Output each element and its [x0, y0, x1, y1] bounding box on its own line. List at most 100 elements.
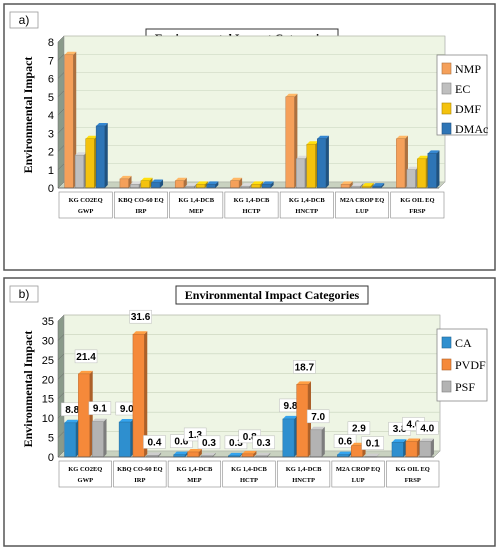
bar-top — [365, 453, 380, 457]
gridline-diag — [57, 373, 65, 380]
bar-side — [270, 181, 274, 188]
bar-nmp-hnctp — [285, 93, 298, 189]
bar-top — [185, 183, 198, 187]
data-label-box — [416, 421, 439, 435]
bar-front — [427, 153, 437, 189]
y-tick-label: 7 — [48, 55, 54, 67]
bar-side — [267, 452, 271, 457]
bar-dmac-lup — [372, 183, 385, 189]
data-label: 3.8 — [393, 424, 407, 435]
category-name-label: HNCTP — [295, 208, 318, 215]
gridline-diag — [57, 54, 65, 61]
bar-top — [372, 183, 385, 187]
gridline-diag — [57, 314, 65, 322]
bar-front — [195, 184, 206, 189]
plot-side-wall — [57, 314, 65, 458]
category-label-box — [386, 460, 440, 488]
bar-top — [119, 419, 134, 423]
bar-front — [64, 422, 77, 458]
bar-top — [119, 175, 132, 179]
legend-swatch — [441, 336, 452, 349]
y-tick-label: 15 — [42, 394, 54, 406]
data-label: 0.1 — [366, 439, 380, 450]
bar-side — [103, 418, 107, 457]
category-unit-label: KG CO2EQ — [68, 466, 102, 473]
y-tick-label: 1 — [48, 165, 54, 177]
panel-label: a) — [19, 13, 30, 27]
data-label: 0.6 — [338, 437, 352, 448]
category-name-label: LUP — [352, 477, 365, 484]
data-label: 9.8 — [284, 401, 298, 412]
bar-front — [78, 373, 90, 458]
bar-ca-irp — [118, 419, 134, 458]
bar-top — [337, 451, 352, 455]
category-unit-label: KG 1,4-DCB — [234, 197, 270, 204]
bar-front — [64, 54, 74, 189]
bar-top — [282, 415, 298, 419]
panel-label-box — [9, 285, 39, 303]
category-name-label: IRP — [134, 477, 145, 484]
bar-front — [251, 184, 261, 189]
title-box — [175, 285, 369, 305]
data-label-box — [74, 349, 98, 364]
bar-top — [362, 183, 374, 187]
data-label: 0.3 — [257, 438, 271, 449]
bar-side — [430, 438, 434, 457]
bar-front — [130, 184, 140, 189]
data-label-box — [361, 436, 384, 450]
bar-dmac-irp — [151, 179, 164, 189]
bar-front — [350, 445, 363, 458]
data-label: 4.0 — [420, 423, 434, 434]
y-tick-label: 5 — [48, 433, 54, 445]
y-axis-title: Environmental Impact — [21, 57, 35, 174]
bar-side — [215, 181, 219, 188]
bar-top — [187, 448, 202, 452]
data-label: 2.9 — [352, 424, 366, 435]
bar-top — [296, 381, 311, 385]
category-unit-label: KG OIL EQ — [396, 466, 430, 473]
bar-top — [242, 450, 257, 454]
bar-front — [85, 138, 95, 189]
category-label-box — [390, 191, 445, 219]
category-name-label: MEP — [187, 477, 201, 484]
legend-label-pvdf: PVDF — [455, 358, 486, 372]
bar-front — [406, 169, 416, 189]
bar-front — [310, 429, 323, 458]
bar-dmac-mep — [206, 181, 219, 189]
bar-dmac-hctp — [261, 181, 274, 189]
category-name-label: FRSP — [409, 208, 425, 215]
bar-front — [405, 441, 418, 458]
data-label: 0.6 — [174, 437, 188, 448]
category-unit-label: KBQ CO-60 EQ — [117, 466, 163, 473]
category-label-box — [222, 460, 276, 488]
category-unit-label: KG OIL EQ — [400, 197, 434, 204]
bar-ec-frsp — [406, 166, 419, 189]
bar-ec-gwp — [74, 152, 87, 189]
category-label-box — [58, 191, 113, 219]
bar-side — [436, 150, 440, 188]
y-tick-label: 4 — [48, 110, 54, 122]
gridline-diag — [57, 72, 65, 79]
bar-side — [325, 135, 329, 188]
bar-front — [340, 184, 350, 189]
bar-front — [118, 421, 131, 458]
category-name-label: GWP — [78, 477, 94, 484]
bar-front — [261, 184, 271, 189]
data-label: 0.3 — [202, 438, 216, 449]
bar-side — [239, 177, 243, 188]
bar-top — [146, 452, 162, 456]
bar-side — [349, 181, 353, 188]
bar-top — [78, 370, 93, 374]
legend-label-dmac: DMAc — [455, 122, 488, 136]
bar-pvdf-mep — [187, 448, 202, 458]
legend-label-ca: CA — [455, 336, 472, 350]
bar-top — [406, 166, 419, 170]
bar-top — [175, 177, 187, 181]
bar-dmac-frsp — [427, 150, 440, 189]
bar-side — [360, 183, 364, 188]
bar-top — [427, 150, 440, 154]
bar-top — [151, 179, 164, 183]
bar-psf-gwp — [91, 418, 107, 458]
bar-top — [419, 438, 434, 442]
bar-dmac-gwp — [95, 122, 108, 189]
